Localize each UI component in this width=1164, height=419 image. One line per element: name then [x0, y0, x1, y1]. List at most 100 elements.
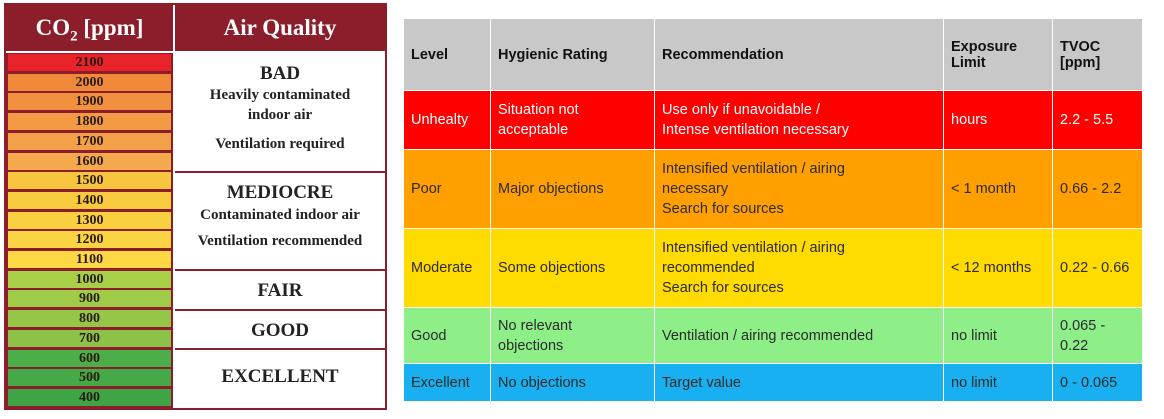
quality-band-mediocre: MEDIOCRE Contaminated indoor air Ventila… — [175, 173, 385, 269]
quality-band-divider — [175, 348, 385, 350]
hygienic-rating-cell: Some objections — [490, 228, 655, 308]
co2-header-subscript: 2 — [70, 28, 78, 45]
level-cell: Good — [403, 307, 491, 364]
exposure-limit-cell: < 12 months — [943, 228, 1053, 308]
exposure-limit-cell: no limit — [943, 307, 1053, 364]
quality-band-divider — [175, 269, 385, 271]
level-cell: Unhealty — [403, 90, 491, 150]
ppm-level-cell: 700 — [8, 330, 171, 347]
hygienic-rating-cell-line: Major objections — [498, 181, 604, 197]
hygienic-rating-cell: No relevant objections — [490, 307, 655, 364]
ppm-level-cell: 500 — [8, 369, 171, 386]
ppm-level-cell: 1500 — [8, 172, 171, 189]
table-row: Poor Major objections Intensified ventilat… — [403, 149, 1143, 229]
tvoc-cell-line: 0.065 - — [1060, 317, 1106, 334]
quality-band-description: Heavily contaminated — [209, 87, 351, 103]
co2-header-main: CO — [35, 15, 71, 40]
recommendation-cell: Target value — [654, 363, 944, 402]
quality-band-bad: BAD Heavily contaminated indoor air Vent… — [175, 53, 385, 171]
exposure-limit-cell: < 1 month — [943, 149, 1053, 229]
recommendation-cell-line: Intensified ventilation / airing — [662, 161, 845, 177]
tvoc-cell-line: 0.22 — [1060, 337, 1089, 354]
quality-band-title: GOOD — [250, 320, 310, 341]
recommendation-cell-line: necessary — [662, 181, 729, 197]
recommendation-cell-line: Use only if unavoidable / — [662, 102, 820, 118]
table-header-row: Level Hygienic Rating Recommendation Exp… — [403, 18, 1143, 91]
tvoc-cell: 2.2 - 5.5 — [1052, 90, 1143, 150]
exposure-limit-cell: no limit — [943, 363, 1053, 402]
recommendation-cell-line: Search for sources — [662, 280, 784, 296]
quality-band-title: FAIR — [257, 280, 303, 301]
ppm-level-cell: 1100 — [8, 251, 171, 268]
header-divider — [173, 5, 175, 51]
recommendation-cell: Ventilation / airing recommended — [654, 307, 944, 364]
quality-band-fair: FAIR — [175, 271, 385, 309]
quality-band-divider — [175, 171, 385, 173]
ppm-level-cell: 1300 — [8, 212, 171, 229]
quality-band-divider — [175, 309, 385, 311]
table-row: Unhealty Situation not acceptable Use only … — [403, 90, 1143, 150]
hygienic-rating-cell-line: No objections — [498, 374, 586, 391]
quality-band-description: indoor air — [247, 107, 313, 123]
ppm-level-cell: 1000 — [8, 271, 171, 288]
co2-scale-panel: CO2 [ppm] Air Quality 2100 2000 1900 1800 17… — [4, 3, 387, 410]
recommendation-cell-line: Ventilation / airing recommended — [662, 327, 874, 344]
quality-band-excellent: EXCELLENT — [175, 350, 385, 408]
ppm-level-cell: 600 — [8, 350, 171, 367]
tvoc-cell: 0 - 0.065 — [1052, 363, 1143, 402]
tvoc-header: TVOC [ppm] — [1052, 18, 1143, 91]
level-cell: Poor — [403, 149, 491, 229]
co2-scale-header: CO2 [ppm] Air Quality — [6, 5, 385, 51]
ppm-level-cell: 800 — [8, 310, 171, 327]
exposure-header-line: Limit — [951, 54, 986, 71]
recommendation-cell-line: Target value — [662, 374, 741, 391]
hygienic-rating-cell-line: acceptable — [498, 122, 569, 138]
tvoc-cell: 0.66 - 2.2 — [1052, 149, 1143, 229]
ppm-level-cell: 400 — [8, 389, 171, 406]
tvoc-header-line: [ppm] — [1060, 54, 1101, 71]
recommendation-cell-line: recommended — [662, 260, 755, 276]
ppm-level-column: 2100 2000 1900 1800 1700 1600 1500 1400 1300 1200… — [6, 53, 173, 408]
quality-band-description: Ventilation required — [215, 136, 345, 152]
hygienic-rating-cell: Situation not acceptable — [490, 90, 655, 150]
exposure-limit-header: Exposure Limit — [943, 18, 1053, 91]
recommendation-cell: Intensified ventilation / airing recommen… — [654, 228, 944, 308]
ppm-level-cell: 1400 — [8, 192, 171, 209]
air-quality-table: Level Hygienic Rating Recommendation Exp… — [403, 18, 1143, 402]
ppm-level-cell: 1800 — [8, 113, 171, 130]
tvoc-cell-line: 2.2 - 5.5 — [1060, 112, 1114, 128]
hygienic-rating-cell: Major objections — [490, 149, 655, 229]
table-row: Excellent No objections Target value no lim… — [403, 363, 1143, 402]
tvoc-cell: 0.22 - 0.66 — [1052, 228, 1143, 308]
level-header: Level — [403, 18, 491, 91]
level-cell: Excellent — [403, 363, 491, 402]
table-row: Moderate Some objections Intensified venti… — [403, 228, 1143, 308]
co2-header-unit: [ppm] — [77, 15, 144, 40]
ppm-level-cell: 1600 — [8, 153, 171, 170]
tvoc-cell-line: 0.66 - 2.2 — [1060, 181, 1122, 197]
quality-band-title: BAD — [259, 63, 301, 84]
quality-band-description: Ventilation recommended — [197, 233, 363, 249]
recommendation-cell-line: Intense ventilation necessary — [662, 122, 849, 138]
tvoc-cell: 0.065 - 0.22 — [1052, 307, 1143, 364]
hygienic-rating-cell-line: objections — [498, 337, 564, 354]
quality-band-good: GOOD — [175, 311, 385, 348]
ppm-level-cell: 1900 — [8, 93, 171, 110]
quality-band-title: MEDIOCRE — [226, 182, 334, 203]
ppm-level-cell: 1200 — [8, 231, 171, 248]
tvoc-header-line: TVOC — [1060, 38, 1101, 55]
quality-band-description: Contaminated indoor air — [200, 207, 360, 223]
recommendation-cell: Use only if unavoidable / Intense ventila… — [654, 90, 944, 150]
exposure-header-line: Exposure — [951, 38, 1018, 55]
ppm-level-cell: 2100 — [8, 54, 171, 71]
ppm-level-cell: 1700 — [8, 133, 171, 150]
ppm-level-cell: 2000 — [8, 74, 171, 91]
recommendation-cell-line: Search for sources — [662, 201, 784, 217]
quality-band-title: EXCELLENT — [221, 366, 339, 387]
co2-column-header: CO2 [ppm] — [6, 5, 173, 51]
exposure-limit-cell: hours — [943, 90, 1053, 150]
hygienic-rating-header: Hygienic Rating — [490, 18, 655, 91]
table-row: Good No relevant objections Ventilation / a… — [403, 307, 1143, 364]
tvoc-cell-line: 0 - 0.065 — [1060, 374, 1118, 391]
